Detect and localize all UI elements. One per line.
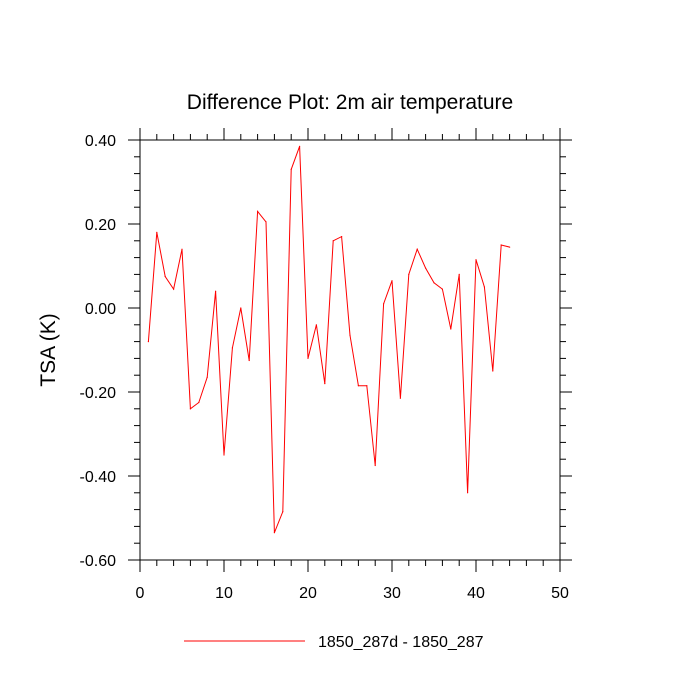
data-point [425, 267, 427, 269]
data-point [240, 307, 242, 309]
data-point [399, 397, 401, 399]
plot-frame [139, 139, 561, 561]
data-point [391, 280, 393, 282]
data-point [357, 385, 359, 387]
data-point [324, 383, 326, 385]
y-tick-label: -0.60 [80, 553, 117, 570]
axis-ticks [128, 128, 572, 572]
data-point [341, 236, 343, 238]
data-point [450, 328, 452, 330]
data-point [509, 246, 511, 248]
data-point [215, 290, 217, 292]
data-point [483, 286, 485, 288]
legend-label: 1850_287d - 1850_287 [318, 634, 484, 651]
data-point [349, 334, 351, 336]
legend: 1850_287d - 1850_287 [184, 634, 484, 651]
y-tick-label: 0.20 [85, 217, 116, 234]
y-tick-label: -0.20 [80, 385, 117, 402]
x-tick-label: 50 [551, 585, 569, 602]
data-point [458, 273, 460, 275]
data-point [147, 341, 149, 343]
data-point [307, 357, 309, 359]
data-point [265, 221, 267, 223]
data-point [273, 532, 275, 534]
x-tick-label: 0 [136, 585, 145, 602]
data-point [475, 259, 477, 261]
x-tick-label: 30 [383, 585, 401, 602]
data-point [248, 359, 250, 362]
data-point [282, 511, 284, 513]
data-point [492, 370, 494, 372]
data-point [198, 401, 200, 404]
data-point [416, 248, 418, 250]
data-point [467, 492, 469, 494]
data-point [332, 240, 334, 242]
x-tick-label: 10 [215, 585, 233, 602]
data-point [223, 454, 225, 456]
data-point [173, 288, 175, 290]
data-point [206, 376, 208, 378]
series-line [147, 146, 510, 533]
axis-tick-labels: 0 10 20 30 40 50 -0.60 -0.40 -0.20 0.00 0.20 0.40 [80, 133, 569, 602]
data-point [257, 210, 259, 212]
data-point [374, 464, 376, 467]
y-tick-label: 0.40 [85, 133, 116, 150]
data-point [500, 244, 502, 246]
data-point [164, 275, 166, 278]
data-point [290, 168, 292, 170]
y-axis-label: TSA (K) [37, 313, 60, 387]
data-point [156, 231, 158, 233]
data-point [441, 288, 443, 290]
data-point [433, 282, 435, 284]
data-series [147, 145, 511, 534]
data-point [181, 248, 183, 250]
chart-title: Difference Plot: 2m air temperature [187, 91, 513, 114]
x-tick-label: 40 [467, 585, 485, 602]
data-point [299, 145, 301, 147]
data-point [383, 303, 385, 305]
x-tick-label: 20 [299, 585, 317, 602]
data-point [408, 273, 410, 275]
data-point [231, 347, 233, 349]
data-point [366, 385, 368, 387]
data-point [189, 408, 191, 410]
plot-border [139, 139, 561, 561]
y-tick-label: 0.00 [85, 301, 116, 318]
y-tick-label: -0.40 [80, 469, 117, 486]
data-point [315, 324, 317, 326]
